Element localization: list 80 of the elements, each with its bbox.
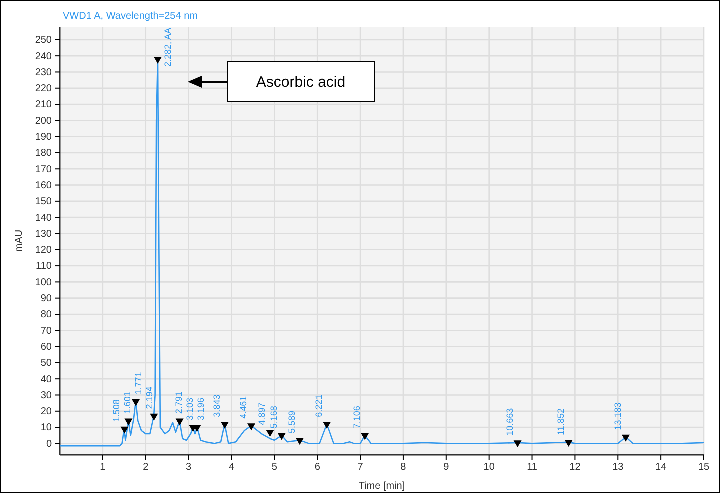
y-tick-label: 80 [40, 310, 52, 321]
point [248, 424, 256, 431]
annotation: Ascorbic acid [256, 74, 346, 91]
y-tick-label: 60 [40, 342, 52, 353]
x-tick-label: 11 [527, 462, 538, 474]
x-tick-label: 14 [656, 462, 668, 474]
x-tick-label: 12 [570, 462, 582, 474]
point [361, 433, 370, 440]
point [150, 414, 158, 421]
annotation: 3.196 [196, 398, 206, 421]
y-tick-label: 40 [40, 374, 52, 386]
point [266, 430, 274, 438]
point [132, 399, 140, 406]
point [120, 426, 129, 434]
point [124, 418, 133, 426]
point [278, 433, 286, 440]
x-axis-title: Time [min] [358, 481, 406, 492]
annotation: 2.282, AA [162, 28, 173, 68]
point [176, 418, 184, 426]
y-tick-label: 90 [40, 294, 52, 305]
annotation: 7.106 [352, 406, 362, 429]
y-tick-label: 150 [35, 196, 52, 208]
x-tick-label: 6 [314, 462, 321, 474]
y-tick-label: 230 [35, 67, 52, 78]
y-tick-label: 10 [40, 422, 52, 434]
x-tick-label: 7 [358, 462, 364, 474]
annotation: 2.791 [174, 392, 184, 414]
point [296, 438, 304, 446]
x-tick-label: 5 [272, 462, 278, 474]
annotation: 2.194 [144, 386, 155, 410]
annotation: 5.168 [268, 406, 279, 429]
y-tick-label: 190 [35, 132, 52, 144]
annotation: 13.183 [612, 402, 623, 430]
annotation: 5.589 [286, 410, 297, 434]
annotation: 1.601 [122, 392, 133, 414]
y-tick-label: 20 [40, 406, 52, 418]
y-tick-label: 0 [46, 438, 52, 450]
y-tick-label: 130 [35, 228, 52, 240]
y-tick-label: 180 [35, 148, 52, 160]
annotation: 4.897 [257, 402, 268, 426]
y-tick-label: 200 [35, 116, 52, 127]
annotation: 1.508 [112, 400, 122, 422]
x-tick-label: 9 [444, 462, 450, 474]
point [564, 440, 573, 448]
point [193, 425, 202, 432]
y-tick-label: 160 [35, 180, 52, 192]
annotation: 11.852 [556, 408, 566, 436]
annotation: 3.843 [212, 394, 222, 418]
annotation: 4.461 [238, 396, 249, 419]
annotation: 3.103 [184, 398, 195, 421]
point [622, 434, 630, 442]
point [154, 56, 162, 64]
y-tick-label: 110 [36, 261, 52, 272]
point [220, 422, 230, 429]
y-axis-title: mAU [14, 230, 25, 252]
chart-title: VWD1 A, Wavelength=254 nm [63, 11, 198, 22]
x-tick-label: 1 [100, 462, 106, 474]
x-tick-label: 10 [484, 462, 496, 474]
x-tick-label: 4 [228, 462, 235, 474]
y-tick-label: 30 [40, 390, 52, 402]
y-tick-label: 50 [40, 358, 52, 370]
x-tick-label: 8 [400, 462, 407, 474]
x-tick-label: 15 [698, 462, 710, 474]
annotation: 6.221 [314, 394, 324, 418]
y-tick-label: 140 [35, 212, 52, 224]
annotation: 10.663 [504, 408, 515, 436]
y-tick-label: 240 [35, 51, 52, 62]
y-tick-label: 220 [35, 84, 52, 95]
x-tick-label: 3 [186, 462, 192, 474]
annotation: 1.771 [134, 372, 144, 395]
y-tick-label: 100 [35, 277, 52, 288]
y-tick-label: 170 [35, 164, 52, 176]
point [323, 422, 332, 429]
y-tick-label: 250 [35, 35, 52, 46]
y-tick-label: 210 [35, 100, 52, 111]
y-tick-label: 120 [35, 245, 52, 256]
point [514, 440, 522, 448]
x-tick-label: 13 [612, 462, 624, 474]
y-tick-label: 70 [40, 326, 52, 337]
x-tick-label: 2 [143, 462, 150, 474]
